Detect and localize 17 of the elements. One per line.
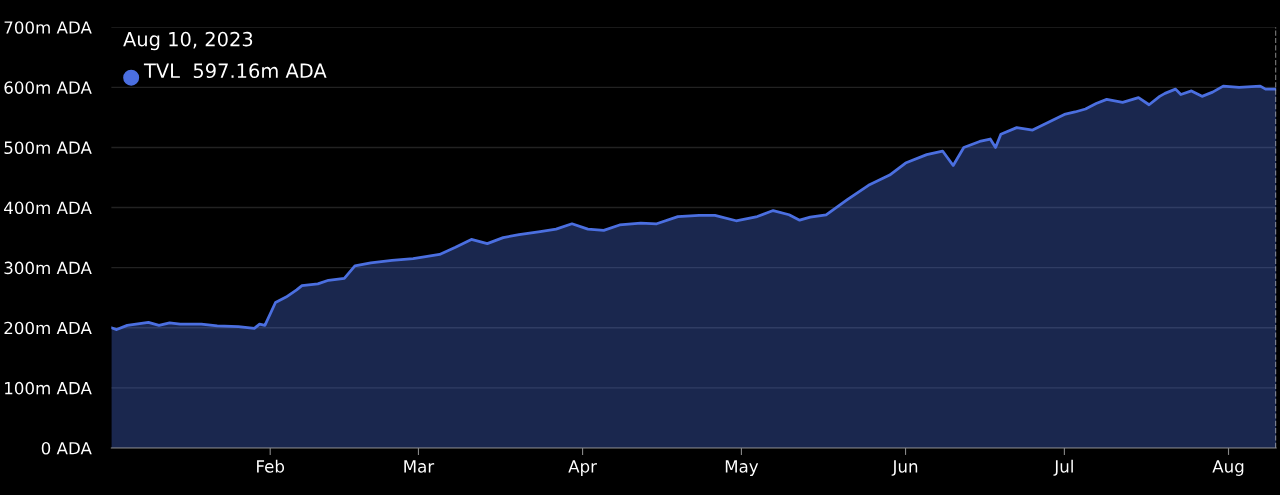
y-tick-label: 500m ADA <box>4 141 92 155</box>
x-tick-label: Apr <box>568 460 597 476</box>
y-tick-label: 600m ADA <box>4 81 92 94</box>
y-tick-label: 300m ADA <box>4 261 92 275</box>
y-tick-label: 200m ADA <box>4 321 92 335</box>
y-tick-label: 700m ADA <box>4 21 92 34</box>
annotation: TVL 597.16m ADA <box>143 63 327 79</box>
x-tick-label: Feb <box>257 459 285 473</box>
x-tick-label: May <box>725 460 759 476</box>
x-tick-label: Aug <box>1212 460 1244 476</box>
x-tick-label: Mar <box>404 460 435 473</box>
y-tick-label: 400m ADA <box>4 201 92 215</box>
x-tick-label: Jun <box>891 460 918 476</box>
x-tick-label: Jul <box>1053 459 1073 476</box>
annotation: Aug 10, 2023 <box>123 31 253 51</box>
y-tick-label: 100m ADA <box>5 381 92 395</box>
y-tick-label: 0 ADA <box>41 441 92 455</box>
